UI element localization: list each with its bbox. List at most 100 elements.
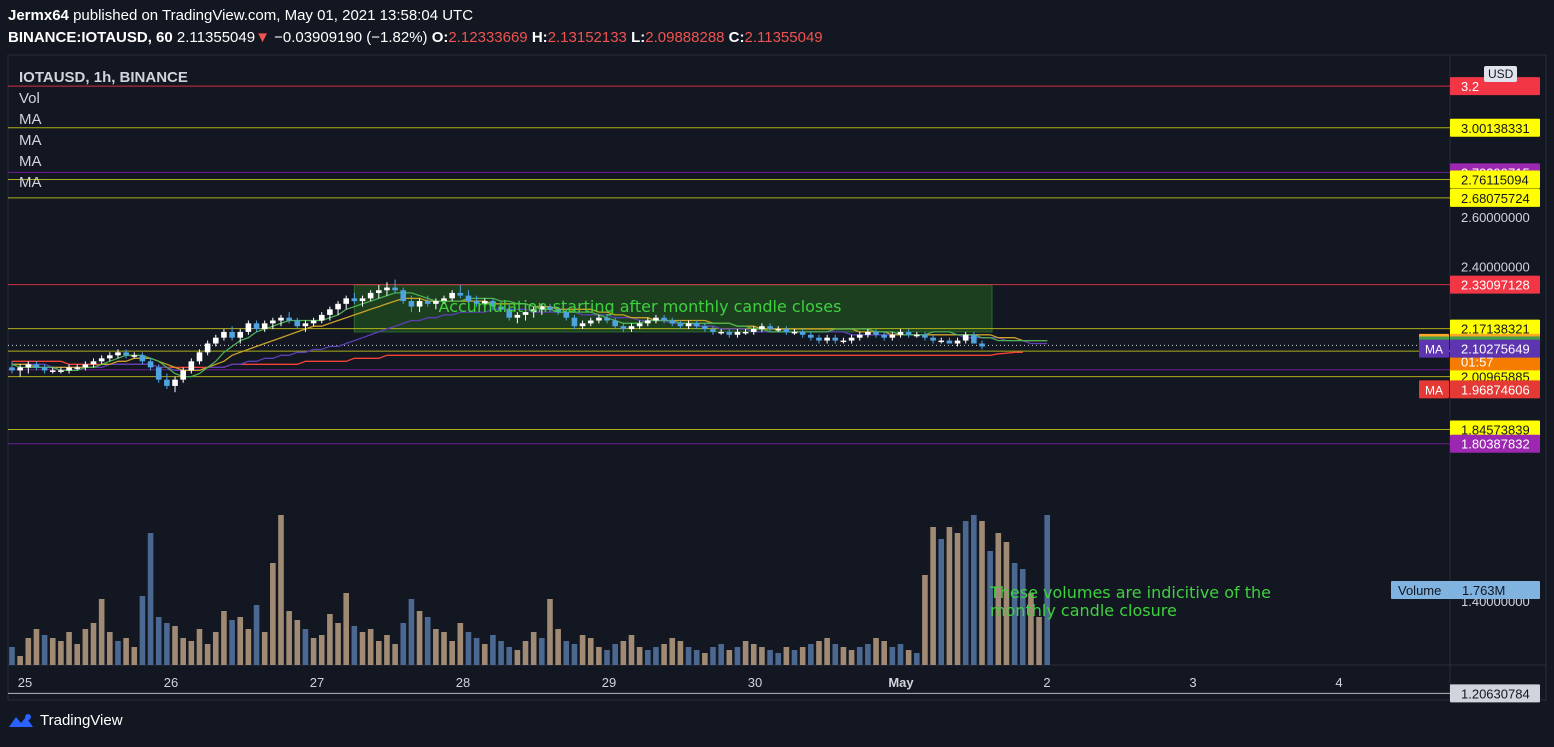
volume-bar — [155, 617, 162, 665]
price-tag-label: 2.10275649 — [1461, 342, 1530, 357]
candle-body — [90, 361, 97, 365]
candle-body — [25, 364, 32, 368]
currency-badge[interactable]: USD — [1484, 66, 1518, 82]
legend-item-ma[interactable]: MA — [19, 153, 42, 170]
candle-body — [889, 334, 896, 338]
volume-bar — [294, 620, 301, 665]
volume-bar — [270, 563, 276, 665]
volume-bar — [816, 641, 822, 665]
candle-body — [416, 301, 423, 307]
candle-body — [498, 306, 504, 310]
candle-body — [58, 370, 64, 372]
candle-body — [253, 323, 260, 330]
volume-bar — [734, 647, 741, 665]
candle-body — [473, 301, 480, 304]
candle-body — [905, 331, 912, 335]
volume-bar — [946, 527, 953, 665]
price-tag — [1450, 339, 1540, 358]
candle-body — [17, 367, 23, 371]
candle-body — [718, 331, 724, 334]
volume-bar — [897, 644, 904, 665]
candle-body — [620, 326, 627, 330]
volume-bar — [473, 638, 480, 665]
volume-bar — [392, 644, 398, 665]
candle-body — [848, 337, 855, 341]
candle-body — [962, 334, 969, 341]
volume-bar — [571, 644, 578, 665]
x-tick-label: 25 — [18, 675, 32, 690]
volume-bar — [327, 614, 333, 665]
candle-body — [922, 334, 928, 338]
volume-bar — [506, 647, 513, 665]
candle-body — [938, 340, 945, 343]
volume-bar — [82, 629, 89, 665]
candle-body — [310, 320, 317, 324]
candle-body — [441, 298, 447, 302]
volume-bar — [229, 620, 235, 665]
candle-body — [563, 312, 570, 318]
volume-bar — [881, 641, 887, 665]
volume-bar — [938, 539, 945, 665]
candle-body — [856, 334, 863, 338]
legend-item-vol[interactable]: Vol — [19, 90, 40, 107]
candle-body — [424, 301, 431, 304]
candle-body — [514, 314, 521, 318]
volume-bar — [196, 629, 203, 665]
candles — [9, 279, 985, 393]
volume-bar — [1003, 542, 1010, 665]
candle-body — [832, 337, 839, 341]
legend-item-ma[interactable]: MA — [19, 132, 42, 149]
candle-body — [644, 320, 651, 324]
down-arrow-icon: ▼ — [255, 29, 270, 46]
candle-body — [791, 331, 798, 334]
footer-brand[interactable]: TradingView — [8, 712, 123, 729]
candle-body — [196, 352, 203, 362]
volume-bar — [677, 641, 684, 665]
candle-body — [693, 323, 700, 327]
volume-bar — [416, 611, 423, 665]
countdown-label: 01:57 — [1461, 354, 1494, 369]
symbol-line: BINANCE:IOTAUSD, 60 — [8, 29, 173, 46]
volume-bar — [832, 644, 839, 665]
candle-body — [481, 301, 488, 304]
candle-body — [946, 340, 953, 344]
volume-bar — [318, 635, 325, 665]
candle-body — [734, 331, 741, 335]
volume-tag-value: 1.763M — [1462, 583, 1505, 598]
candle-body — [506, 309, 513, 318]
legend-symbol[interactable]: IOTAUSD, 1h, BINANCE — [19, 69, 188, 86]
volume-bar — [1019, 569, 1026, 665]
candle-body — [571, 317, 578, 327]
candle-body — [400, 290, 407, 302]
volume-bar — [971, 515, 977, 665]
volume-bar — [808, 644, 814, 665]
volume-bar — [9, 647, 15, 665]
candle-body — [669, 320, 676, 324]
high-value: 2.13152133 — [547, 29, 627, 46]
level-tag-label: 3.00138331 — [1461, 121, 1530, 136]
legend-item-ma[interactable]: MA — [19, 111, 42, 128]
price-tag — [1450, 380, 1540, 399]
author-name[interactable]: Jermx64 — [8, 7, 69, 24]
volume-bar — [661, 644, 667, 665]
time-axis-labels: 25 26 27 28 29 30 May 2 3 4 — [18, 675, 1343, 690]
candle-body — [408, 301, 415, 307]
candle-body — [457, 292, 464, 296]
volume-bar — [775, 653, 782, 665]
x-tick-label: 3 — [1189, 675, 1196, 690]
volume-bar — [172, 626, 178, 665]
volume-bar — [490, 635, 496, 665]
volume-bar — [693, 650, 700, 665]
volume-bar — [147, 533, 154, 665]
volume-bar — [66, 632, 72, 665]
level-tag-label: 1.20630784 — [1461, 686, 1530, 701]
legend-item-ma[interactable]: MA — [19, 174, 42, 191]
volume-bar — [384, 635, 390, 665]
candle-body — [180, 370, 186, 380]
volume-bar — [718, 644, 724, 665]
open-value: 2.12333669 — [448, 29, 528, 46]
candle-body — [172, 379, 178, 386]
volume-bar — [620, 641, 627, 665]
candle-body — [971, 334, 977, 344]
